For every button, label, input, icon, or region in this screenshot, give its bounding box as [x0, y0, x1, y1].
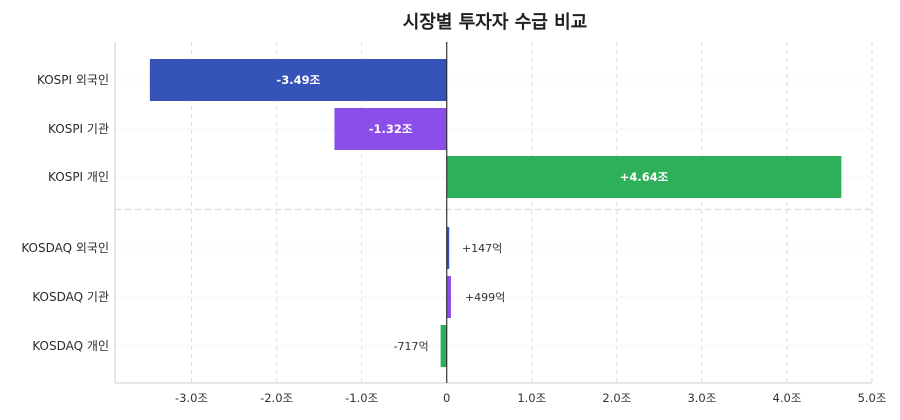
x-tick-label: -3.0조 — [175, 391, 208, 405]
bar — [446, 156, 842, 198]
y-category-label: KOSPI 기관 — [48, 122, 109, 136]
bar — [149, 59, 447, 101]
x-tick-label: 1.0조 — [517, 391, 546, 405]
y-category-label: KOSPI 외국인 — [37, 73, 109, 87]
data-label: +4.64조 — [620, 170, 669, 184]
bar — [446, 276, 451, 318]
bar — [446, 227, 450, 269]
y-category-label: KOSPI 개인 — [48, 170, 109, 184]
x-tick-label: 0 — [443, 391, 450, 405]
data-label: -717억 — [394, 340, 429, 353]
axes-layer — [114, 42, 872, 384]
data-label: -1.32조 — [369, 122, 413, 136]
y-category-label: KOSDAQ 개인 — [32, 339, 109, 353]
data-label: +499억 — [465, 291, 505, 304]
bar — [334, 108, 447, 150]
y-category-label: KOSDAQ 기관 — [32, 290, 109, 304]
data-label: +147억 — [462, 242, 502, 255]
labels-layer: -3.0조 -2.0조 -1.0조 0 1.0조 2.0조 3.0조 4.0조 5.0조 KOSP… — [21, 73, 886, 405]
x-tick-label: 5.0조 — [858, 391, 887, 405]
x-tick-label: -2.0조 — [260, 391, 293, 405]
x-tick-label: 3.0조 — [687, 391, 716, 405]
bar — [440, 325, 447, 367]
x-tick-label: 4.0조 — [773, 391, 802, 405]
x-tick-label: -1.0조 — [345, 391, 378, 405]
y-category-label: KOSDAQ 외국인 — [21, 241, 109, 255]
data-label: -3.49조 — [276, 73, 320, 87]
x-tick-label: 2.0조 — [602, 391, 631, 405]
chart-title: 시장별 투자자 수급 비교 — [403, 12, 587, 33]
bars-layer — [149, 59, 842, 367]
